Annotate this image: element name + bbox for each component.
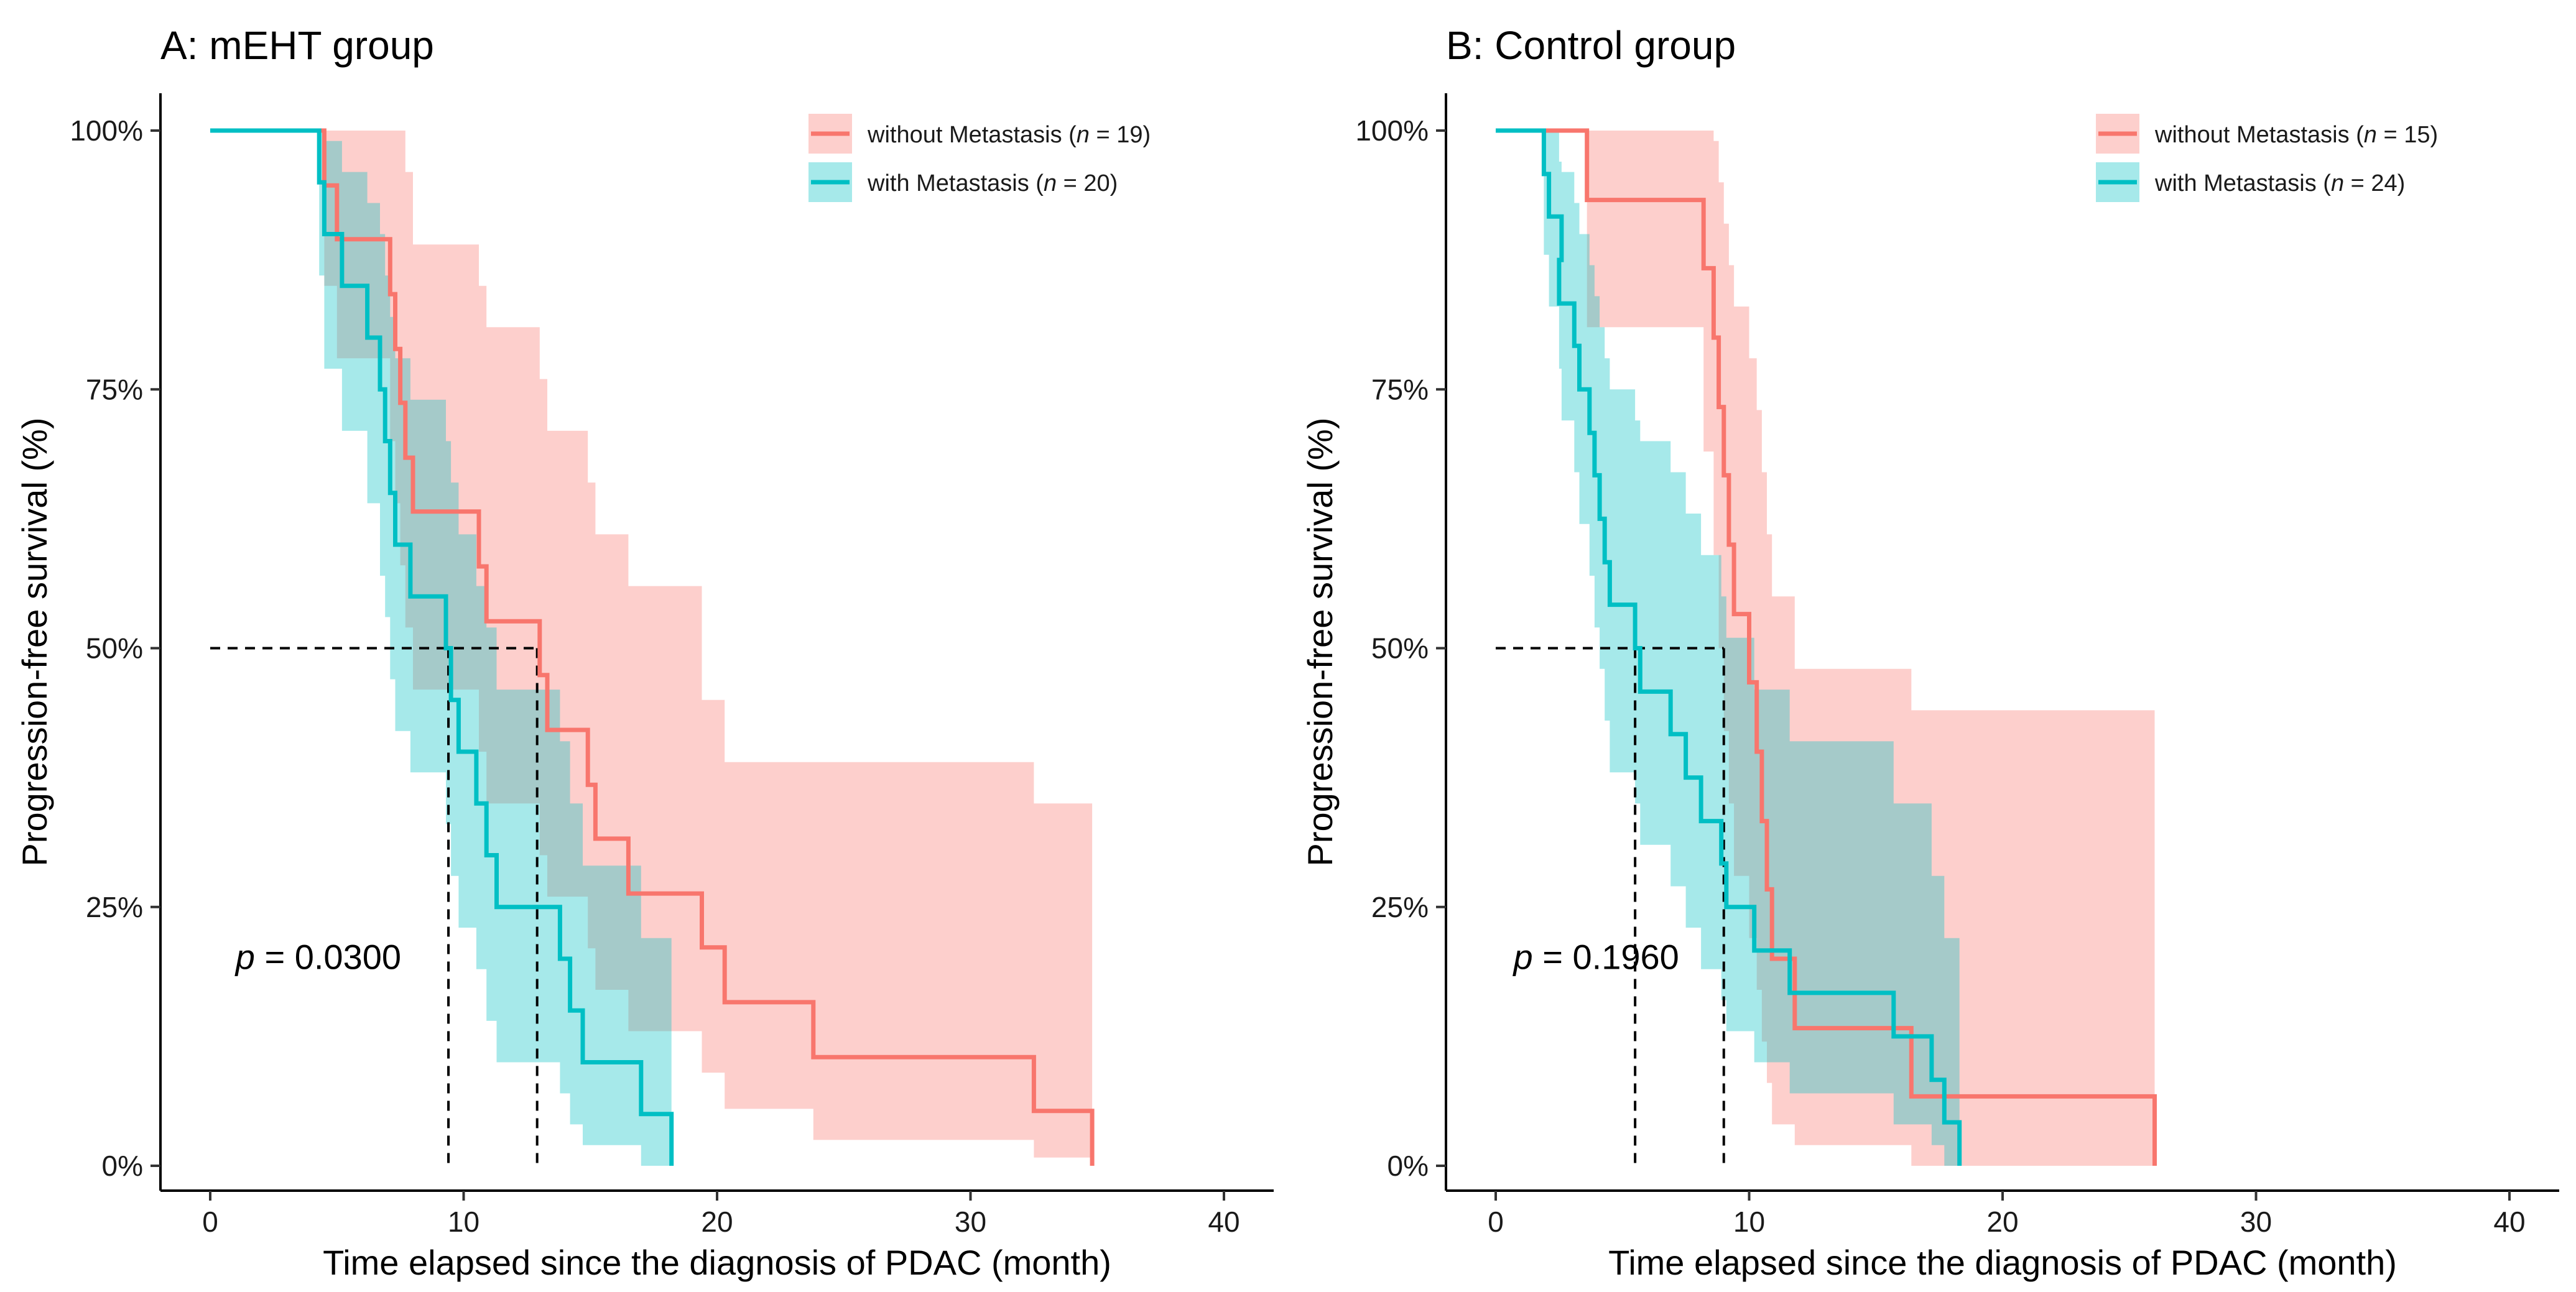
legend-label-suffix: = 15) — [2377, 122, 2438, 148]
ci-band-with-metastasis — [1496, 131, 1960, 1166]
y-axis-title: Progression-free survival (%) — [1300, 418, 1340, 867]
p-symbol: p — [1513, 938, 1533, 977]
legend-label-prefix: without Metastasis ( — [2154, 122, 2364, 148]
y-tick-label: 50% — [86, 632, 143, 665]
x-tick-label: 10 — [1733, 1206, 1765, 1238]
y-tick-label: 75% — [86, 373, 143, 405]
x-tick-label: 40 — [1208, 1206, 1239, 1238]
legend-label-prefix: with Metastasis ( — [2154, 170, 2331, 196]
legend-label-prefix: with Metastasis ( — [867, 170, 1044, 196]
legend-label-n: n — [1077, 122, 1090, 148]
y-tick-label: 75% — [1371, 373, 1429, 405]
legend-label-without-metastasis: without Metastasis (n = 19) — [867, 122, 1151, 148]
y-tick-label: 100% — [1355, 114, 1429, 147]
ci-band-without-metastasis — [210, 131, 1093, 1166]
p-value-annotation: p = 0.0300 — [234, 938, 401, 977]
legend-label-suffix: = 24) — [2344, 170, 2405, 196]
p-symbol: p — [234, 938, 255, 977]
x-axis-title: Time elapsed since the diagnosis of PDAC… — [1608, 1243, 2397, 1282]
survival-curve-with-metastasis — [210, 128, 674, 1166]
survival-curve-with-metastasis — [1496, 128, 1962, 1166]
panel-title: A: mEHT group — [160, 23, 434, 68]
x-tick-label: 20 — [1986, 1206, 2018, 1238]
panel-a-mEHT-group: A: mEHT group 0% 25% 50% 75% 100% 0 10 20 30 40 Tim… — [15, 23, 1274, 1282]
legend-label-without-metastasis: without Metastasis (n = 15) — [2154, 122, 2438, 148]
p-value-text: = 0.1960 — [1533, 938, 1679, 977]
p-value-text: = 0.0300 — [255, 938, 401, 977]
x-tick-label: 10 — [448, 1206, 480, 1238]
legend-label-prefix: without Metastasis ( — [867, 122, 1077, 148]
x-axis-title: Time elapsed since the diagnosis of PDAC… — [323, 1243, 1111, 1282]
y-tick-label: 25% — [86, 891, 143, 923]
p-value-annotation: p = 0.1960 — [1513, 938, 1679, 977]
legend-label-with-metastasis: with Metastasis (n = 24) — [2154, 170, 2405, 196]
y-tick-label: 0% — [1388, 1150, 1429, 1182]
panel-title: B: Control group — [1446, 23, 1736, 68]
x-tick-label: 0 — [202, 1206, 218, 1238]
legend-label-n: n — [2364, 122, 2377, 148]
panel-b-control-group: B: Control group 0% 25% 50% 75% 100% 0 10 20 30 40… — [1300, 23, 2559, 1282]
x-tick-label: 20 — [701, 1206, 733, 1238]
y-tick-label: 25% — [1371, 891, 1429, 923]
y-axis-title: Progression-free survival (%) — [15, 418, 54, 867]
y-tick-label: 100% — [70, 114, 143, 147]
x-tick-label: 40 — [2493, 1206, 2525, 1238]
x-tick-label: 0 — [1488, 1206, 1504, 1238]
legend-label-n: n — [2331, 170, 2344, 196]
legend-label-suffix: = 20) — [1057, 170, 1118, 196]
survival-curve-without-metastasis — [210, 128, 1095, 1166]
y-tick-label: 50% — [1371, 632, 1429, 665]
ci-band-without-metastasis — [1496, 131, 2155, 1166]
x-tick-label: 30 — [955, 1206, 986, 1238]
y-tick-label: 0% — [102, 1150, 143, 1182]
legend-label-n: n — [1044, 170, 1057, 196]
legend-label-suffix: = 19) — [1090, 122, 1151, 148]
survival-curve-without-metastasis — [1496, 128, 2157, 1166]
x-tick-label: 30 — [2240, 1206, 2272, 1238]
legend-label-with-metastasis: with Metastasis (n = 20) — [867, 170, 1118, 196]
